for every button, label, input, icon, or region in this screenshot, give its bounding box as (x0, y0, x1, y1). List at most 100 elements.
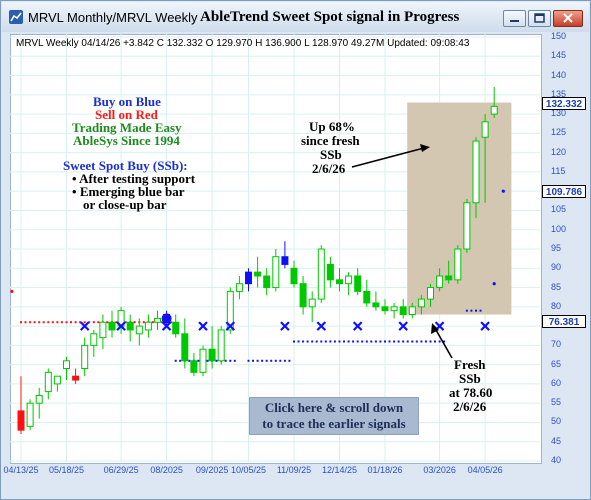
candle-body (290, 267, 298, 285)
level-dot (279, 359, 282, 362)
level-dot (206, 359, 209, 362)
ssb-x-mark (79, 321, 90, 331)
y-tick-label: 105 (551, 204, 567, 215)
candle-body (345, 275, 353, 285)
y-tick-label: 120 (551, 146, 567, 157)
candle-body (190, 360, 198, 373)
y-tick-label: 40 (551, 455, 562, 465)
ssb-signal-dot (161, 313, 172, 324)
level-dot (365, 340, 368, 343)
level-dot (438, 340, 441, 343)
candle-body (399, 306, 407, 316)
level-dot (142, 321, 145, 324)
maximize-icon (534, 13, 545, 23)
level-dot (333, 340, 336, 343)
level-dot (115, 321, 118, 324)
level-dot (311, 340, 314, 343)
candle-body (463, 202, 471, 250)
level-dot (302, 340, 305, 343)
ssb-x-mark (198, 321, 208, 331)
ssb-bullet-2-text: Emerging blue bar (79, 184, 185, 199)
level-dot (374, 340, 377, 343)
level-dot (88, 321, 91, 324)
candle-body (181, 333, 189, 362)
level-dot (283, 359, 286, 362)
x-tick-label: 03/2026 (423, 465, 456, 475)
level-dot (261, 359, 264, 362)
minimize-icon (510, 20, 519, 22)
level-dot (20, 321, 22, 324)
level-dot (475, 309, 477, 312)
candle-body (108, 321, 116, 331)
maximize-button[interactable] (528, 10, 551, 27)
candle-body (26, 402, 34, 427)
annotation-fresh-line3: at 78.60 (449, 385, 493, 400)
level-dot (161, 321, 163, 324)
annotation-up-line4: 2/6/26 (312, 161, 346, 176)
level-dot (320, 340, 323, 343)
level-dot (384, 340, 386, 343)
level-dot (124, 321, 127, 324)
candle-body (354, 275, 362, 292)
legend-line3: Trading Made Easy (72, 120, 182, 135)
legend-line4: AbleSys Since 1994 (73, 133, 180, 148)
candle-body (317, 248, 325, 300)
title-bar[interactable]: MRVL Monthly/MRVL Weekly AbleTrend Sweet… (2, 2, 589, 32)
level-dot (133, 321, 136, 324)
candle-body (53, 375, 61, 385)
level-dot (179, 359, 182, 362)
level-dot (60, 321, 63, 324)
candle-body (408, 306, 416, 316)
x-tick-label: 11/09/25 (276, 465, 312, 475)
minimize-button[interactable] (503, 10, 526, 27)
level-dot (38, 321, 41, 324)
ssb-bullet-1-text: After testing support (79, 171, 196, 186)
candle-body (81, 344, 89, 369)
window-title: MRVL Monthly/MRVL Weekly (28, 10, 198, 25)
y-tick-label: 95 (551, 243, 562, 253)
current-price-tag: 132.332 (542, 97, 586, 110)
level-dot (224, 359, 227, 362)
candle-body (154, 317, 161, 323)
candle-body (281, 256, 289, 265)
quote-info-line: MRVL Weekly 04/14/26 +3.842 C 132.332 O … (16, 38, 470, 49)
candle-body (126, 321, 134, 331)
y-tick-label: 100 (551, 223, 567, 234)
candle-body (308, 298, 316, 308)
candle-body (363, 290, 371, 304)
y-tick-label: 140 (551, 69, 567, 80)
candle-body (217, 329, 225, 362)
level-dot (92, 321, 95, 324)
y-tick-label: 50 (551, 416, 562, 427)
candle-body (135, 325, 143, 335)
level-dot (174, 359, 177, 362)
y-tick-label: 125 (551, 127, 567, 138)
level-dot (324, 340, 327, 343)
level-dot (106, 321, 109, 324)
scroll-hint-button[interactable]: Click here & scroll down to trace the ea… (249, 397, 419, 435)
level-dot (247, 359, 250, 362)
level-dot (233, 359, 236, 362)
level-dot (434, 340, 436, 343)
level-dot (420, 340, 423, 343)
level-dot (24, 321, 27, 324)
x-tick-label: 04/13/25 (3, 465, 39, 475)
level-dot (370, 340, 373, 343)
level-dot (215, 359, 218, 362)
candle-body (299, 283, 307, 308)
close-button[interactable] (553, 10, 583, 27)
scroll-hint-line2: to trace the earlier signals (262, 416, 406, 431)
level-dot (393, 340, 396, 343)
level-dot (97, 321, 100, 324)
level-low-tag: 76.381 (542, 315, 586, 328)
signal-dot (10, 289, 14, 293)
level-dot (352, 340, 355, 343)
candle-body (208, 348, 216, 362)
level-dot (424, 340, 427, 343)
arrow-fresh-head (431, 323, 439, 334)
level-dot (465, 309, 468, 312)
x-tick-label: 01/18/26 (367, 465, 403, 475)
level-dot (397, 340, 400, 343)
y-tick-label: 150 (551, 31, 567, 41)
